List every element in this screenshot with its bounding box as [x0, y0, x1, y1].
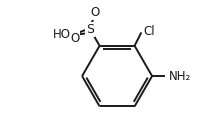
Text: HO: HO	[53, 28, 71, 41]
Text: Cl: Cl	[143, 25, 155, 38]
Text: S: S	[86, 23, 94, 36]
Text: O: O	[90, 6, 99, 19]
Text: NH₂: NH₂	[169, 70, 191, 83]
Text: O: O	[70, 32, 80, 45]
